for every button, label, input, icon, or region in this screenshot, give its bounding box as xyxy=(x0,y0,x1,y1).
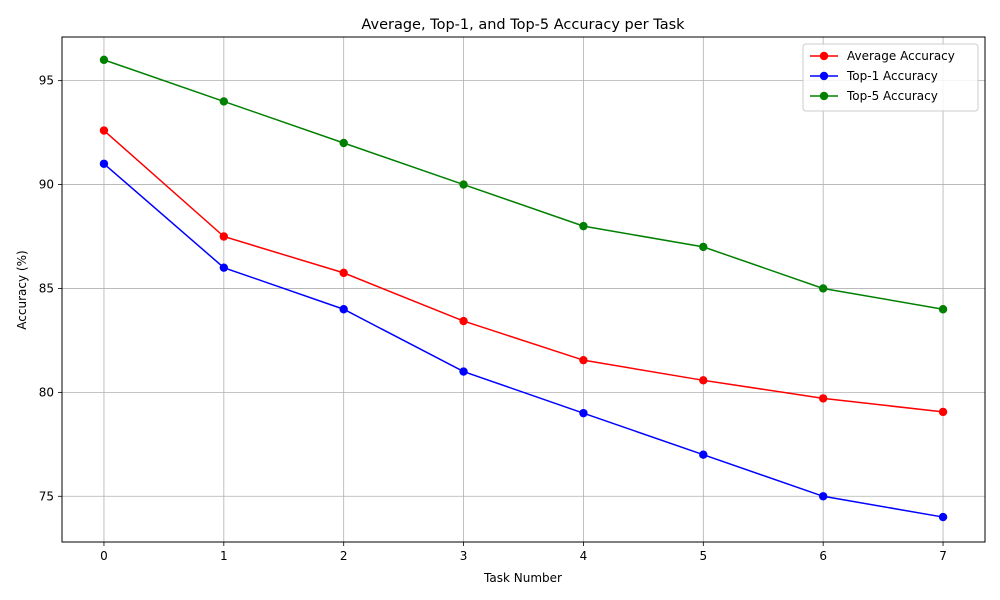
x-axis-title: Task Number xyxy=(483,571,562,585)
data-point xyxy=(99,55,109,65)
data-point xyxy=(459,180,468,189)
data-point xyxy=(99,159,109,168)
y-axis-title: Accuracy (%) xyxy=(15,250,29,329)
series-line xyxy=(103,129,944,413)
data-point xyxy=(938,407,948,417)
data-point xyxy=(818,492,828,501)
y-tick-label: 90 xyxy=(39,178,54,192)
data-point xyxy=(699,242,708,252)
x-tick-label: 0 xyxy=(100,549,108,563)
data-point xyxy=(219,97,229,106)
series-1 xyxy=(99,126,948,417)
data-point xyxy=(459,367,468,376)
data-point xyxy=(818,284,828,293)
data-point xyxy=(99,126,109,135)
data-point xyxy=(219,263,229,272)
legend-item: Average Accuracy xyxy=(810,49,955,63)
y-axis: 75 80 85 90 95 xyxy=(39,74,62,503)
x-tick-label: 4 xyxy=(580,549,588,563)
series-line xyxy=(103,163,944,518)
data-point xyxy=(699,376,708,385)
legend-marker xyxy=(819,51,829,61)
data-point xyxy=(339,138,348,148)
x-tick-label: 3 xyxy=(460,549,468,563)
x-tick-label: 2 xyxy=(340,549,348,563)
data-point xyxy=(699,450,708,459)
y-tick-label: 75 xyxy=(39,489,54,503)
legend-label: Top-5 Accuracy xyxy=(846,89,938,103)
legend-item: Top-5 Accuracy xyxy=(810,89,938,103)
data-point xyxy=(459,316,468,326)
chart-title: Average, Top-1, and Top-5 Accuracy per T… xyxy=(361,17,685,33)
y-tick-label: 80 xyxy=(39,385,54,399)
data-point xyxy=(219,232,229,241)
legend-marker xyxy=(819,71,829,81)
x-tick-label: 1 xyxy=(220,549,228,563)
series-layer xyxy=(99,55,948,522)
legend-label: Average Accuracy xyxy=(847,49,955,63)
series-line xyxy=(103,59,944,310)
plot-frame xyxy=(61,36,986,543)
data-point xyxy=(818,394,828,403)
legend: Average Accuracy Top-1 Accuracy Top-5 Accu… xyxy=(802,43,979,112)
x-tick-label: 6 xyxy=(819,549,827,563)
legend-label: Top-1 Accuracy xyxy=(846,69,938,83)
data-point xyxy=(938,512,948,522)
y-tick-label: 95 xyxy=(39,74,54,88)
series-2 xyxy=(99,159,948,522)
legend-box xyxy=(802,43,979,112)
legend-item: Top-1 Accuracy xyxy=(810,69,938,83)
data-point xyxy=(339,305,348,314)
legend-marker xyxy=(819,91,829,101)
x-axis: 0 1 2 3 4 5 6 7 xyxy=(100,542,947,563)
data-point xyxy=(579,355,588,365)
x-tick-label: 7 xyxy=(939,549,947,563)
grid xyxy=(62,37,985,542)
data-point xyxy=(339,268,348,278)
data-point xyxy=(579,408,588,418)
data-point xyxy=(938,305,948,314)
x-tick-label: 5 xyxy=(699,549,707,563)
y-tick-label: 85 xyxy=(39,281,54,295)
data-point xyxy=(579,221,588,231)
series-3 xyxy=(99,55,948,314)
